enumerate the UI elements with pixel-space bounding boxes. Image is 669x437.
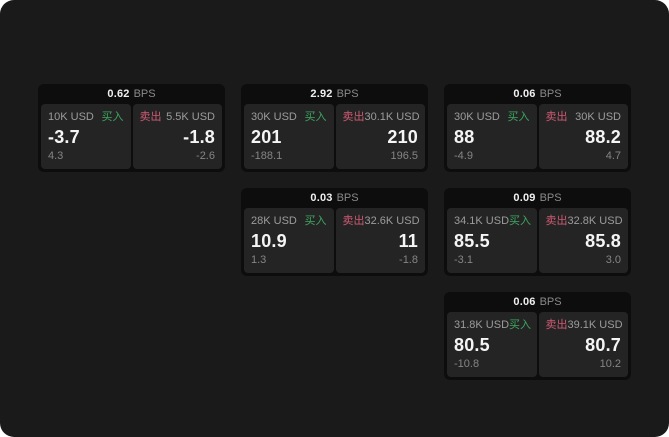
sell-side-label: 卖出	[545, 215, 568, 227]
buy-side-label: 买入	[304, 215, 327, 227]
buy-price: 85.5	[454, 231, 490, 251]
bps-unit-label: BPS	[539, 192, 562, 204]
buy-price: 10.9	[251, 231, 287, 251]
buy-delta: 1.3	[251, 254, 267, 266]
quote-card-header: 2.92 BPS	[244, 84, 425, 104]
sell-side-label: 卖出	[139, 111, 162, 123]
buy-delta: -188.1	[251, 150, 283, 162]
quote-card-3[interactable]: 0.03 BPS 28K USD 买入 10.9 1.3 卖出 32.6K US…	[241, 188, 428, 276]
quote-card-header: 0.06 BPS	[447, 292, 628, 312]
quote-card-header: 0.03 BPS	[244, 188, 425, 208]
buy-panel[interactable]: 31.8K USD 买入 80.5 -10.8	[447, 312, 537, 377]
sell-panel[interactable]: 卖出 39.1K USD 80.7 10.2	[538, 312, 628, 377]
sell-amount: 32.6K USD	[364, 215, 420, 227]
quote-card-0[interactable]: 0.62 BPS 10K USD 买入 -3.7 4.3 卖出 5.5K USD	[38, 84, 225, 172]
sell-delta: 4.7	[605, 150, 621, 162]
sell-amount: 30.1K USD	[364, 111, 420, 123]
bps-unit-label: BPS	[336, 88, 359, 100]
sell-panel[interactable]: 卖出 5.5K USD -1.8 -2.6	[132, 104, 222, 169]
buy-panel[interactable]: 10K USD 买入 -3.7 4.3	[41, 104, 131, 169]
sell-amount: 32.8K USD	[567, 215, 623, 227]
bps-unit-label: BPS	[133, 88, 156, 100]
quote-card-5[interactable]: 0.06 BPS 31.8K USD 买入 80.5 -10.8 卖出 39.1…	[444, 292, 631, 380]
sell-delta: 196.5	[390, 150, 418, 162]
buy-amount: 34.1K USD	[454, 215, 510, 227]
buy-price: 80.5	[454, 335, 490, 355]
sell-side-label: 卖出	[545, 319, 568, 331]
sell-panel[interactable]: 卖出 30.1K USD 210 196.5	[335, 104, 425, 169]
buy-price: 201	[251, 127, 282, 147]
quote-card-header: 0.62 BPS	[41, 84, 222, 104]
buy-side-label: 买入	[509, 215, 532, 227]
buy-panel[interactable]: 30K USD 买入 201 -188.1	[244, 104, 334, 169]
sell-panel[interactable]: 卖出 30K USD 88.2 4.7	[538, 104, 628, 169]
quote-grid: 0.62 BPS 10K USD 买入 -3.7 4.3 卖出 5.5K USD	[38, 84, 631, 380]
sell-side-label: 卖出	[545, 111, 568, 123]
buy-price: 88	[454, 127, 475, 147]
sell-price: 85.8	[585, 231, 621, 251]
sell-panel[interactable]: 卖出 32.8K USD 85.8 3.0	[538, 208, 628, 273]
buy-price: -3.7	[48, 127, 80, 147]
buy-panel[interactable]: 30K USD 买入 88 -4.9	[447, 104, 537, 169]
bps-value: 0.03	[310, 192, 333, 204]
bps-value: 0.09	[513, 192, 536, 204]
buy-side-label: 买入	[304, 111, 327, 123]
sell-delta: -1.8	[399, 254, 418, 266]
bps-value: 0.06	[513, 88, 536, 100]
sell-panel[interactable]: 卖出 32.6K USD 11 -1.8	[335, 208, 425, 273]
sell-side-label: 卖出	[342, 111, 365, 123]
bps-value: 2.92	[310, 88, 333, 100]
sell-delta: 10.2	[599, 358, 621, 370]
sell-price: 210	[387, 127, 418, 147]
bps-unit-label: BPS	[336, 192, 359, 204]
buy-amount: 28K USD	[251, 215, 297, 227]
quote-card-header: 0.09 BPS	[447, 188, 628, 208]
sell-price: -1.8	[183, 127, 215, 147]
sell-amount: 5.5K USD	[166, 111, 215, 123]
sell-delta: -2.6	[196, 150, 215, 162]
sell-price: 80.7	[585, 335, 621, 355]
buy-side-label: 买入	[509, 319, 532, 331]
bps-unit-label: BPS	[539, 88, 562, 100]
buy-amount: 30K USD	[454, 111, 500, 123]
buy-panel[interactable]: 28K USD 买入 10.9 1.3	[244, 208, 334, 273]
bps-unit-label: BPS	[539, 296, 562, 308]
sell-amount: 30K USD	[575, 111, 621, 123]
buy-delta: -4.9	[454, 150, 473, 162]
sell-price: 11	[398, 231, 418, 251]
sell-amount: 39.1K USD	[567, 319, 623, 331]
buy-delta: -3.1	[454, 254, 473, 266]
buy-amount: 31.8K USD	[454, 319, 510, 331]
buy-panel[interactable]: 34.1K USD 买入 85.5 -3.1	[447, 208, 537, 273]
quote-card-4[interactable]: 0.09 BPS 34.1K USD 买入 85.5 -3.1 卖出 32.8K…	[444, 188, 631, 276]
buy-delta: 4.3	[48, 150, 64, 162]
buy-side-label: 买入	[101, 111, 124, 123]
buy-amount: 10K USD	[48, 111, 94, 123]
quote-card-header: 0.06 BPS	[447, 84, 628, 104]
sell-price: 88.2	[585, 127, 621, 147]
buy-side-label: 买入	[507, 111, 530, 123]
buy-delta: -10.8	[454, 358, 480, 370]
buy-amount: 30K USD	[251, 111, 297, 123]
bps-value: 0.06	[513, 296, 536, 308]
quote-card-2[interactable]: 0.06 BPS 30K USD 买入 88 -4.9 卖出 30K USD	[444, 84, 631, 172]
bps-value: 0.62	[107, 88, 130, 100]
sell-delta: 3.0	[605, 254, 621, 266]
sell-side-label: 卖出	[342, 215, 365, 227]
quote-card-1[interactable]: 2.92 BPS 30K USD 买入 201 -188.1 卖出 30.1K …	[241, 84, 428, 172]
